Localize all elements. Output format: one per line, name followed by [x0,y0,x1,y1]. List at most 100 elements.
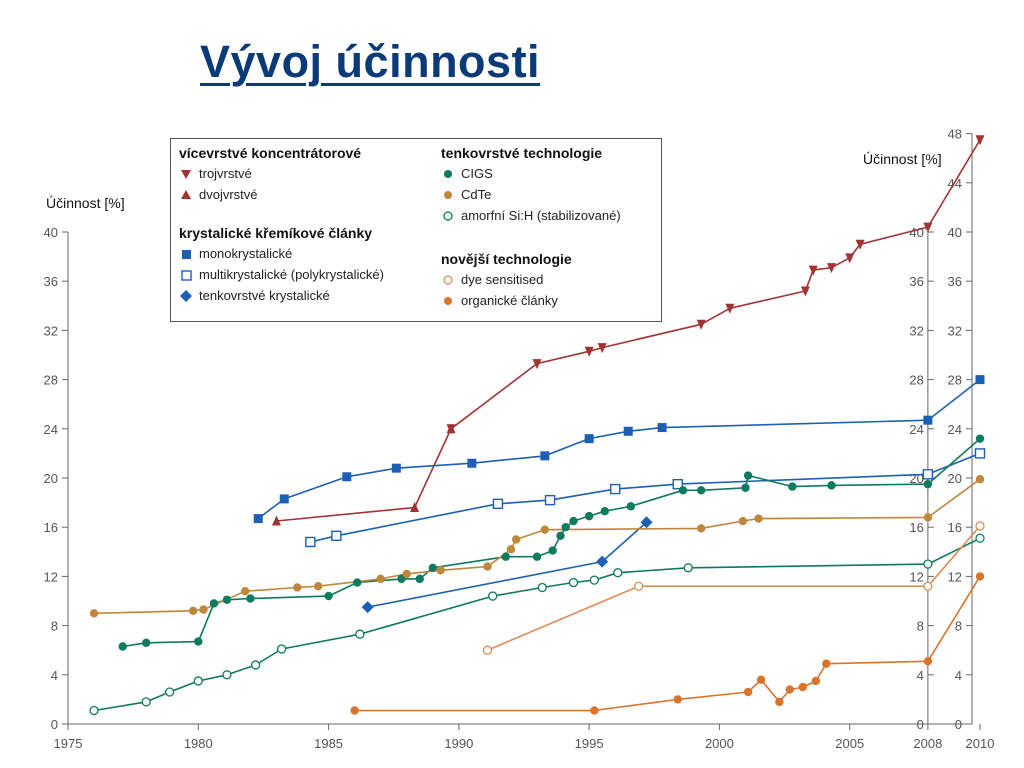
data-point-circle-open [975,521,985,531]
right-y-tick-label: 24 [948,422,962,437]
data-point-circle-open [89,705,99,716]
data-point-circle-open [537,582,547,593]
legend-item-mono: monokrystalické [179,243,384,264]
data-point-diamond [361,601,374,614]
left-y-tick-label: 24 [44,422,58,437]
legend-label: amorfní Si:H (stabilizované) [461,208,621,223]
left-y-tick-label: 4 [51,668,58,683]
data-point-square [657,423,667,433]
triangle-down-icon [181,169,191,179]
data-point-circle [353,578,362,587]
data-point-circle-open [250,660,261,670]
data-point-triangle-down [725,303,735,314]
data-point-square [975,375,985,385]
circle-filled-icon [444,190,452,199]
data-point-circle [584,511,594,521]
legend-item-multi: multikrystalické (polykrystalické) [179,264,384,285]
data-point-circle-open [975,533,985,543]
legend-item-cigs: CIGS [441,163,621,184]
data-point-square [584,434,594,444]
data-point-circle-open [923,581,933,591]
data-point-circle-open [277,644,287,654]
data-point-circle-open [488,591,498,601]
year-2008-y-tick-label: 24 [909,422,923,437]
x-tick-label: 1995 [575,736,604,748]
data-point-circle [754,514,763,523]
right-y-tick-label: 32 [948,323,962,338]
data-point-circle [540,525,550,534]
data-point-circle [350,706,359,715]
data-point-circle [822,659,831,668]
left-y-tick-label: 8 [51,619,58,634]
data-point-circle-open [193,676,203,686]
series-line [310,452,981,543]
data-point-circle [696,524,706,533]
year-2008-y-tick-label: 40 [909,225,923,240]
legend-item-organic: organické články [441,290,572,311]
data-point-circle [194,637,203,646]
data-point-triangle-down [975,135,985,146]
legend-label: tenkovrstvé krystalické [199,288,330,303]
data-point-triangle-up [271,515,281,526]
series-line [487,525,981,651]
data-point-circle-open [589,575,600,585]
data-point-circle [556,531,565,541]
year-2008-y-tick-label: 8 [917,619,924,634]
data-point-circle [569,516,578,526]
legend-group-crystalline: krystalické křemíkové články monokrystal… [179,223,384,306]
left-y-tick-label: 32 [44,323,58,338]
legend-label: dvojvrstvé [199,187,258,202]
data-point-circle-open [568,577,579,588]
year-2008-y-tick-label: 36 [909,274,923,289]
data-point-triangle-down [532,359,542,370]
data-point-circle-open [923,559,933,569]
x-tick-label: 1975 [54,736,83,748]
square-open-icon [181,269,192,281]
x-tick-label: 2000 [705,736,734,748]
data-point-square [623,426,633,436]
x-tick-label: 2008 [913,736,942,748]
right-y-tick-label: 8 [955,619,962,634]
legend-group-title: novější technologie [441,251,572,267]
data-point-circle [506,545,516,554]
slide-title: Vývoj účinnosti [200,36,541,87]
x-tick-label: 2010 [966,736,995,748]
data-point-circle [89,609,99,618]
data-point-circle [756,675,766,684]
data-point-circle-open [355,629,365,639]
data-point-circle [501,552,510,561]
legend-group-emerging: novější technologie dye sensitised organ… [441,249,572,311]
data-point-circle [483,562,492,571]
data-point-circle [199,605,208,614]
data-point-triangle-down [845,253,855,264]
x-tick-label: 1980 [184,736,213,748]
data-point-square [253,514,263,524]
x-tick-label: 1985 [314,736,343,748]
data-point-circle [975,475,985,484]
data-point-circle [118,642,127,651]
x-tick-label: 1990 [444,736,473,748]
data-point-circle [511,535,521,544]
left-y-tick-label: 16 [44,520,58,535]
data-point-circle [923,513,933,522]
right-y-axis-title: Účinnost [%] [863,151,942,167]
data-point-circle-open [141,697,151,707]
data-point-circle [923,479,933,489]
circle-open-icon [443,274,453,285]
data-point-circle [785,685,794,694]
data-point-circle [788,482,797,491]
data-point-triangle-down [584,346,594,357]
data-point-circle [923,657,933,666]
left-y-tick-label: 36 [44,274,58,289]
data-point-circle [798,682,808,692]
data-point-circle [626,502,636,511]
right-y-tick-label: 4 [955,668,962,683]
data-point-circle [561,523,570,532]
right-y-tick-label: 28 [948,373,962,388]
data-point-triangle-down [923,222,933,233]
left-y-tick-label: 20 [44,471,58,486]
legend-label: organické články [461,293,558,308]
data-point-circle [240,586,250,596]
data-point-circle [600,507,609,516]
circle-open-icon [443,210,453,221]
